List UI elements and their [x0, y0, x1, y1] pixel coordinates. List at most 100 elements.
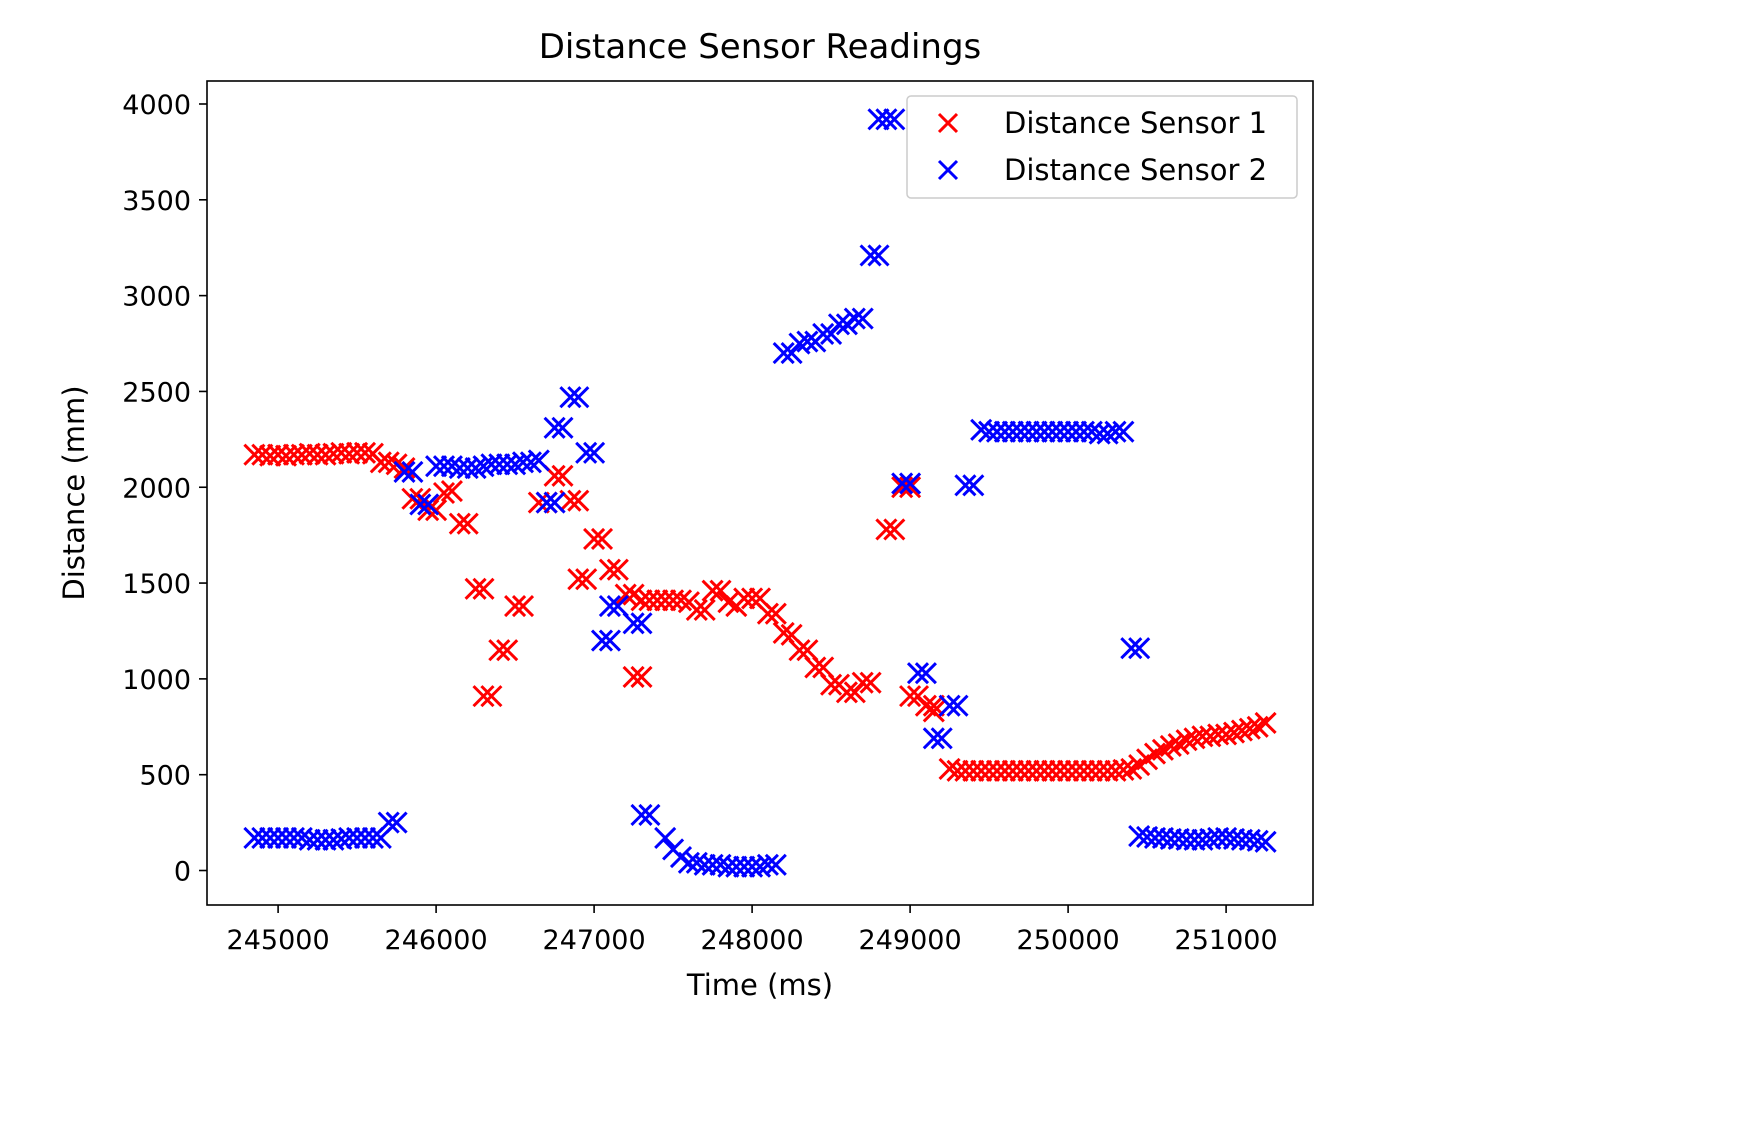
data-point-sensor-2: [630, 612, 653, 635]
data-point-sensor-2: [298, 828, 321, 851]
data-point-sensor-2: [875, 108, 898, 131]
data-point-sensor-1: [551, 464, 574, 487]
data-point-sensor-1: [1041, 759, 1064, 782]
data-point-sensor-1: [764, 602, 787, 625]
data-point-sensor-1: [567, 489, 590, 512]
data-point-sensor-2: [654, 826, 677, 849]
data-point-sensor-1: [701, 579, 724, 602]
y-tick-label: 4000: [122, 90, 191, 121]
data-point-sensor-2: [1057, 420, 1080, 443]
data-point-sensor-2: [638, 803, 661, 826]
data-point-sensor-2: [906, 662, 930, 685]
data-point-sensor-1: [575, 568, 598, 591]
data-point-sensor-2: [519, 451, 542, 474]
data-point-sensor-1: [899, 685, 922, 708]
y-tick-label: 2000: [122, 473, 191, 504]
data-point-sensor-1: [970, 759, 993, 782]
data-point-sensor-1: [851, 671, 874, 694]
data-point-sensor-2: [717, 855, 740, 878]
data-point-sensor-1: [954, 759, 977, 782]
data-point-sensor-1: [472, 685, 495, 708]
y-tick-label: 0: [174, 857, 191, 888]
data-point-sensor-1: [1088, 759, 1111, 782]
data-point-sensor-1: [859, 671, 882, 694]
data-point-sensor-2: [1254, 830, 1277, 853]
data-point-sensor-1: [756, 602, 779, 625]
data-point-sensor-2: [393, 460, 416, 483]
x-axis: 245000 246000 247000 248000 249000 250000 2510…: [227, 905, 1278, 956]
data-point-sensor-1: [353, 441, 377, 464]
data-points: [243, 108, 1277, 878]
data-point-sensor-2: [954, 474, 977, 497]
data-point-sensor-1: [1064, 759, 1088, 782]
data-point-sensor-2: [1128, 637, 1151, 660]
data-point-sensor-2: [899, 472, 922, 495]
x-tick-label: 250000: [1017, 925, 1120, 956]
data-point-sensor-1: [820, 673, 843, 696]
data-point-sensor-2: [543, 491, 566, 514]
data-point-sensor-2: [1049, 420, 1072, 443]
data-point-sensor-1: [598, 558, 621, 581]
data-point-sensor-1: [251, 443, 274, 466]
legend: Distance Sensor 1 Distance Sensor 2: [906, 95, 1298, 199]
x-tick-label: 251000: [1175, 925, 1278, 956]
data-point-sensor-1: [290, 443, 313, 466]
x-axis-label: Time (ms): [686, 968, 833, 1002]
data-point-sensor-1: [669, 589, 693, 612]
x-tick-label: 247000: [543, 925, 646, 956]
chart-title: Distance Sensor Readings: [539, 27, 982, 67]
data-point-sensor-1: [685, 598, 708, 621]
data-point-sensor-2: [851, 307, 874, 330]
data-point-sensor-1: [622, 665, 645, 689]
data-point-sensor-2: [425, 455, 448, 478]
data-point-sensor-2: [978, 420, 1001, 443]
data-point-sensor-1: [606, 558, 629, 581]
data-point-sensor-2: [630, 803, 653, 826]
data-point-sensor-2: [598, 629, 621, 652]
data-point-sensor-2: [448, 457, 471, 480]
data-point-sensor-2: [251, 826, 274, 849]
y-tick-label: 1500: [122, 569, 191, 600]
data-point-sensor-2: [756, 853, 779, 876]
data-point-sensor-2: [812, 322, 835, 346]
data-point-sensor-1: [432, 481, 456, 505]
data-point-sensor-1: [1025, 759, 1048, 782]
data-point-sensor-1: [259, 444, 282, 467]
data-point-sensor-1: [488, 639, 511, 662]
data-point-sensor-1: [527, 491, 550, 514]
data-point-sensor-1: [614, 583, 637, 606]
data-point-sensor-1: [1112, 758, 1135, 781]
data-point-sensor-2: [914, 662, 937, 685]
data-point-sensor-2: [962, 474, 985, 497]
data-point-sensor-1: [630, 665, 653, 689]
data-point-sensor-2: [867, 244, 890, 267]
data-point-sensor-1: [1238, 717, 1261, 740]
data-point-sensor-2: [883, 108, 906, 131]
data-point-sensor-2: [338, 826, 361, 849]
data-point-sensor-2: [930, 727, 953, 750]
legend-marker-sensor-1: [937, 112, 959, 134]
data-point-sensor-1: [1049, 759, 1072, 782]
data-point-sensor-2: [1064, 420, 1088, 443]
data-point-sensor-2: [859, 244, 882, 267]
data-point-sensor-2: [527, 449, 550, 472]
data-point-sensor-2: [551, 416, 574, 439]
data-point-sensor-1: [638, 589, 661, 612]
data-point-sensor-2: [274, 826, 298, 849]
data-point-sensor-1: [693, 598, 716, 621]
data-point-sensor-2: [891, 472, 914, 495]
data-point-sensor-1: [733, 587, 756, 610]
data-point-sensor-2: [733, 855, 756, 878]
legend-label-sensor-1: Distance Sensor 1: [1004, 106, 1267, 140]
data-point-sensor-2: [417, 493, 440, 516]
data-point-sensor-2: [409, 493, 432, 516]
data-point-sensor-1: [330, 441, 353, 464]
y-tick-label: 3000: [122, 282, 191, 313]
data-point-sensor-1: [922, 700, 945, 723]
data-point-sensor-1: [922, 694, 945, 717]
data-point-sensor-1: [993, 759, 1016, 782]
data-point-sensor-1: [978, 759, 1001, 782]
data-point-sensor-2: [559, 386, 582, 409]
data-point-sensor-2: [583, 441, 606, 464]
